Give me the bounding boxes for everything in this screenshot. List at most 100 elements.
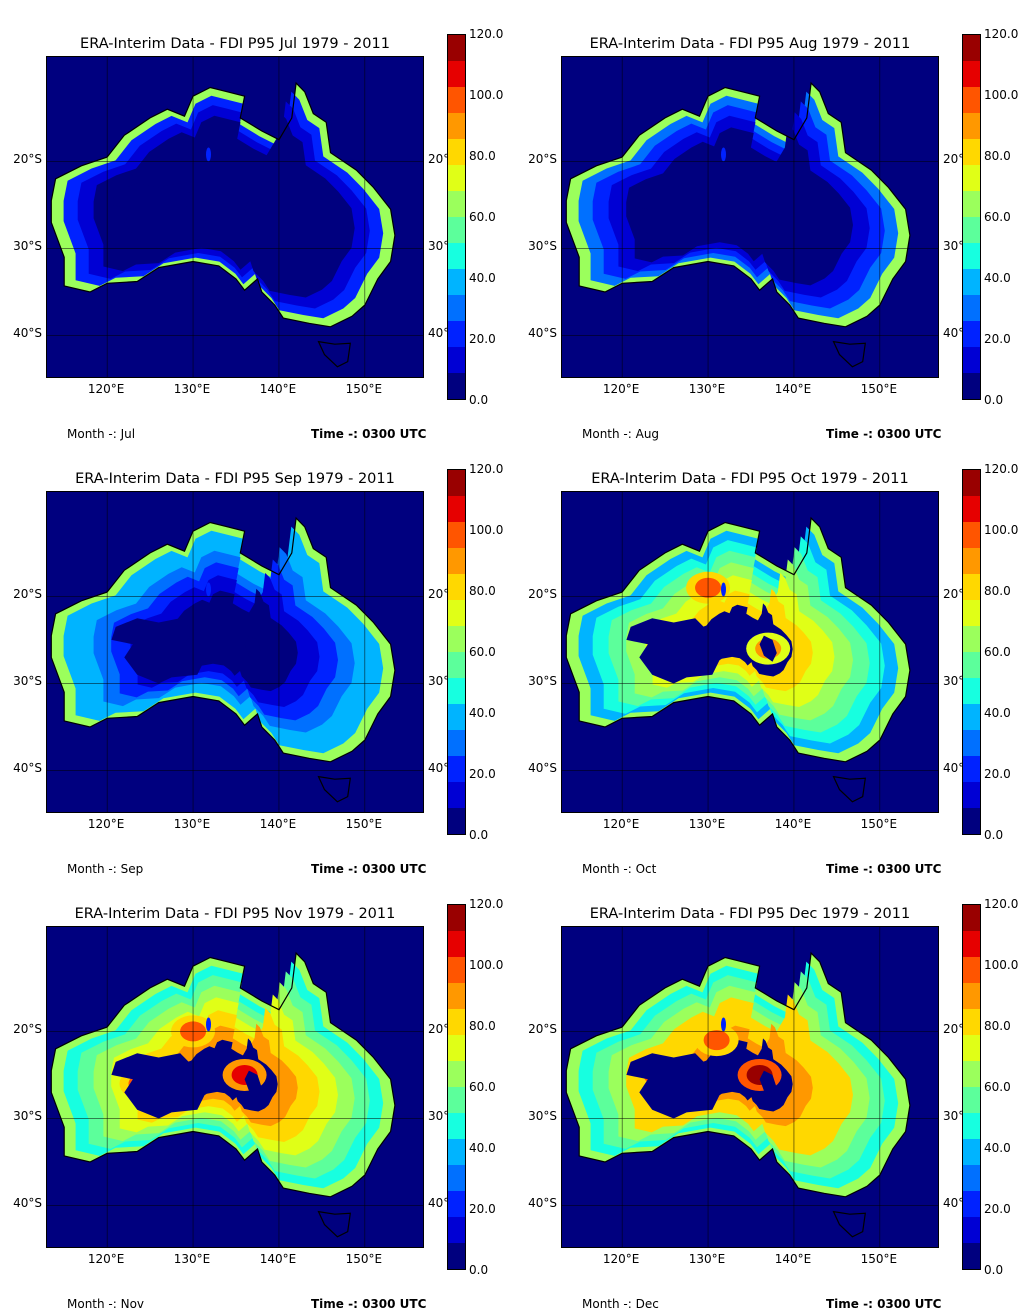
colorbar-segment xyxy=(448,61,465,87)
colorbar-tick-label: 100.0 xyxy=(469,88,504,102)
time-label: Time -: 0300 UTC xyxy=(311,1297,427,1311)
colorbar-segment xyxy=(963,347,980,373)
low-fdi-region xyxy=(759,200,777,227)
panel-title: ERA-Interim Data - FDI P95 Oct 1979 - 20… xyxy=(591,471,909,487)
colorbar-tick-label: 20.0 xyxy=(469,1202,496,1216)
lon-label: 140°E xyxy=(259,817,297,831)
lat-label-left: 20°S xyxy=(13,587,42,602)
colorbar-tick-label: 60.0 xyxy=(469,210,496,224)
colorbar-segment xyxy=(963,1035,980,1061)
colorbar-segment xyxy=(448,905,465,931)
panel-title: ERA-Interim Data - FDI P95 Aug 1979 - 20… xyxy=(589,36,911,52)
colorbar-segment xyxy=(448,1113,465,1139)
low-fdi-spot xyxy=(206,1017,212,1032)
low-fdi-spot xyxy=(206,582,212,597)
colorbar-segment xyxy=(448,1035,465,1061)
lat-label-left: 20°S xyxy=(13,152,42,167)
colorbar-segment xyxy=(963,652,980,678)
colorbar-segment xyxy=(963,1243,980,1269)
colorbar-segment xyxy=(448,600,465,626)
coastline xyxy=(50,516,396,763)
colorbar-segment xyxy=(963,730,980,756)
low-fdi-region xyxy=(244,635,262,662)
lon-label: 130°E xyxy=(173,382,211,396)
fdi-contour-band xyxy=(93,112,355,298)
colorbar-tick-label: 120.0 xyxy=(469,897,504,911)
lon-label: 150°E xyxy=(860,817,898,831)
colorbar-segment xyxy=(963,165,980,191)
colorbar-tick-label: 0.0 xyxy=(469,828,489,842)
month-label: Month -: Jul xyxy=(67,427,136,441)
colorbar-tick-label: 60.0 xyxy=(469,645,496,659)
colorbar xyxy=(447,469,466,835)
lon-label: 140°E xyxy=(259,1252,297,1266)
lon-label: 120°E xyxy=(602,1252,640,1266)
colorbar-segment xyxy=(963,373,980,399)
colorbar-segment xyxy=(963,782,980,808)
map-panel: ERA-Interim Data - FDI P95 Nov 1979 - 20… xyxy=(0,880,513,1315)
colorbar-segment xyxy=(963,548,980,574)
colorbar-tick-label: 80.0 xyxy=(469,584,496,598)
map-frame xyxy=(46,926,424,1248)
lat-label-right: 30° xyxy=(428,1109,450,1124)
colorbar-segment xyxy=(963,1165,980,1191)
low-fdi-region xyxy=(244,1070,262,1097)
map-frame xyxy=(46,491,424,813)
colorbar xyxy=(447,904,466,1270)
lon-label: 140°E xyxy=(774,1252,812,1266)
lat-label-left: 20°S xyxy=(13,1022,42,1037)
lat-label-right: 20° xyxy=(943,152,965,167)
colorbar-tick-label: 100.0 xyxy=(984,523,1019,537)
colorbar-segment xyxy=(963,1139,980,1165)
low-fdi-region xyxy=(626,183,721,249)
colorbar-segment xyxy=(448,321,465,347)
map-frame xyxy=(46,56,424,378)
lat-label-right: 30° xyxy=(943,674,965,689)
colorbar-tick-label: 60.0 xyxy=(984,210,1011,224)
colorbar-segment xyxy=(963,626,980,652)
colorbar-tick-label: 40.0 xyxy=(984,1141,1011,1155)
colorbar-tick-label: 120.0 xyxy=(469,462,504,476)
colorbar-tick-label: 100.0 xyxy=(469,523,504,537)
colorbar-tick-label: 80.0 xyxy=(469,149,496,163)
panel-title: ERA-Interim Data - FDI P95 Nov 1979 - 20… xyxy=(74,906,396,922)
colorbar-segment xyxy=(963,600,980,626)
lat-label-left: 20°S xyxy=(528,152,557,167)
colorbar xyxy=(447,34,466,400)
map-panel: ERA-Interim Data - FDI P95 Dec 1979 - 20… xyxy=(515,880,1026,1315)
fdi-hotspot xyxy=(703,1030,730,1051)
colorbar-segment xyxy=(448,652,465,678)
coastline xyxy=(50,951,396,1198)
colorbar-segment xyxy=(448,782,465,808)
low-fdi-region xyxy=(111,1053,206,1119)
colorbar-tick-label: 40.0 xyxy=(984,706,1011,720)
colorbar-segment xyxy=(448,373,465,399)
lat-label-right: 30° xyxy=(428,674,450,689)
colorbar-segment xyxy=(448,1087,465,1113)
low-fdi-spot xyxy=(721,1017,727,1032)
colorbar-segment xyxy=(448,347,465,373)
colorbar-segment xyxy=(448,704,465,730)
colorbar-tick-label: 0.0 xyxy=(984,828,1004,842)
colorbar-tick-label: 20.0 xyxy=(469,332,496,346)
lat-label-left: 30°S xyxy=(13,674,42,689)
colorbar-tick-label: 100.0 xyxy=(984,88,1019,102)
colorbar-segment xyxy=(963,35,980,61)
colorbar xyxy=(962,469,981,835)
colorbar-segment xyxy=(963,1087,980,1113)
colorbar-segment xyxy=(963,139,980,165)
tasmania-coastline xyxy=(832,340,866,368)
month-label: Month -: Oct xyxy=(582,862,657,876)
lat-label-right: 20° xyxy=(943,1022,965,1037)
low-fdi-region xyxy=(111,618,206,684)
lon-label: 130°E xyxy=(688,817,726,831)
colorbar-segment xyxy=(448,1009,465,1035)
lat-label-left: 40°S xyxy=(13,326,42,341)
colorbar-tick-label: 100.0 xyxy=(984,958,1019,972)
colorbar-segment xyxy=(448,957,465,983)
colorbar-tick-label: 20.0 xyxy=(984,1202,1011,1216)
lon-label: 130°E xyxy=(688,1252,726,1266)
coastline xyxy=(50,81,396,328)
colorbar-tick-label: 60.0 xyxy=(469,1080,496,1094)
colorbar-tick-label: 120.0 xyxy=(984,27,1019,41)
